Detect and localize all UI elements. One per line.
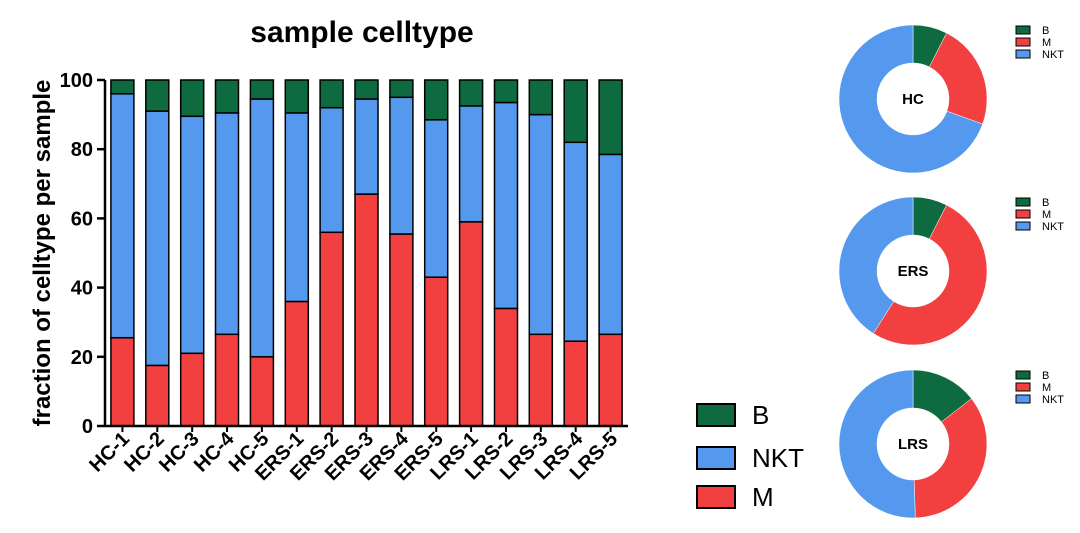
donut-legend-label-hc-b: B <box>1042 25 1049 37</box>
donut-legend-label-ers-b: B <box>1042 197 1049 209</box>
y-tick-label: 40 <box>71 278 93 300</box>
bar-segment-nkt-hc-3 <box>179 115 205 355</box>
y-tick-label: 100 <box>60 70 93 92</box>
legend-label-nkt: NKT <box>752 443 804 473</box>
donut-legend-swatch-hc-b <box>1015 25 1031 35</box>
bar-segment-b-lrs-1 <box>458 79 484 107</box>
bar-segment-nkt-lrs-2 <box>493 101 519 310</box>
bar-segment-m-ers-2 <box>319 231 344 427</box>
legend-swatch-m <box>696 485 736 509</box>
bar-segment-nkt-lrs-4 <box>563 141 588 342</box>
donut-legend-swatch-ers-b <box>1015 197 1031 207</box>
bar-segment-b-hc-2 <box>145 79 170 112</box>
legend-swatch-b <box>696 403 736 427</box>
x-tick-label: HC-3 <box>155 428 204 477</box>
donut-slice-ers-nkt <box>838 196 914 334</box>
donut-center-label-ers: ERS <box>898 263 929 280</box>
y-tick-label: 60 <box>71 208 93 230</box>
donut-legend-label-lrs-m: M <box>1042 382 1051 394</box>
donut-legend-swatch-hc-m <box>1015 37 1031 47</box>
bar-segment-m-hc-2 <box>145 364 170 427</box>
stacked-bar-chart: HC-1HC-2HC-3HC-4HC-5ERS-1ERS-2ERS-3ERS-4… <box>60 70 628 485</box>
bar-segment-m-hc-4 <box>214 333 240 427</box>
bar-segment-m-ers-1 <box>284 300 310 427</box>
donut-center-label-hc: HC <box>902 91 924 108</box>
bar-segment-m-hc-1 <box>110 337 135 427</box>
donut-legend-swatch-lrs-b <box>1015 370 1031 380</box>
donut-slice-ers-m <box>873 204 988 346</box>
y-tick-label: 20 <box>71 347 93 369</box>
bar-segment-b-lrs-4 <box>563 79 588 144</box>
donut-slice-hc-nkt <box>838 24 983 174</box>
bar-segment-b-lrs-2 <box>493 79 519 104</box>
bar-segment-m-hc-5 <box>249 356 275 427</box>
donut-legend-label-lrs-nkt: NKT <box>1042 394 1064 406</box>
y-tick-label: 0 <box>82 416 93 438</box>
donut-legend-label-lrs-b: B <box>1042 370 1049 382</box>
bar-segment-nkt-ers-2 <box>319 106 344 234</box>
bar-segment-m-ers-4 <box>389 233 414 427</box>
bar-segment-nkt-lrs-3 <box>528 113 554 336</box>
bar-segment-b-lrs-3 <box>528 79 554 116</box>
bar-segment-m-lrs-4 <box>563 340 588 427</box>
donut-legend-swatch-ers-nkt <box>1015 221 1031 231</box>
donut-legend-swatch-hc-nkt <box>1015 49 1031 59</box>
donut-legend-label-hc-nkt: NKT <box>1042 49 1064 61</box>
donut-center-label-lrs: LRS <box>898 436 928 453</box>
donut-legend-swatch-ers-m <box>1015 209 1031 219</box>
donut-slice-lrs-m <box>913 398 988 519</box>
bar-segment-b-hc-3 <box>179 79 205 118</box>
bar-segment-nkt-ers-4 <box>389 96 414 235</box>
bar-segment-b-ers-2 <box>319 79 344 109</box>
donut-legend-swatch-lrs-nkt <box>1015 394 1031 404</box>
legend-label-b: B <box>752 400 769 430</box>
bar-segment-b-lrs-5 <box>598 79 623 156</box>
bar-segment-nkt-ers-5 <box>423 119 449 278</box>
bar-legend: B NKT M <box>696 400 804 512</box>
chart-title: sample celltype <box>250 16 473 49</box>
bar-segment-nkt-hc-4 <box>214 112 240 336</box>
bar-segment-b-ers-5 <box>423 79 449 121</box>
bar-segment-m-hc-3 <box>179 352 205 427</box>
bar-segment-b-ers-3 <box>354 79 379 100</box>
bar-segment-m-lrs-2 <box>493 307 519 427</box>
bar-segment-b-ers-4 <box>389 79 414 99</box>
bar-segment-nkt-hc-2 <box>145 110 170 367</box>
bar-segment-b-ers-1 <box>284 79 310 114</box>
bar-segment-nkt-lrs-5 <box>598 153 623 336</box>
bar-segment-nkt-ers-3 <box>354 98 379 195</box>
bar-segment-nkt-lrs-1 <box>458 105 484 223</box>
donut-legend-label-hc-m: M <box>1042 37 1051 49</box>
bar-segment-m-lrs-1 <box>458 221 484 427</box>
bar-segment-m-ers-5 <box>423 276 449 427</box>
donut-legend-swatch-lrs-m <box>1015 382 1031 392</box>
bar-segment-nkt-hc-1 <box>110 93 135 339</box>
y-axis-label: fraction of celltype per sample <box>29 80 56 427</box>
legend-swatch-nkt <box>696 446 736 470</box>
donut-legend-label-ers-m: M <box>1042 209 1051 221</box>
donut-slice-lrs-nkt <box>838 369 916 519</box>
bar-segment-b-hc-1 <box>110 79 135 95</box>
bar-segment-b-hc-4 <box>214 79 240 114</box>
bar-segment-m-lrs-3 <box>528 333 554 427</box>
donut-legend-label-ers-nkt: NKT <box>1042 221 1064 233</box>
bar-segment-nkt-hc-5 <box>249 98 275 358</box>
x-tick-label: HC-2 <box>120 428 169 477</box>
bar-segment-m-ers-3 <box>354 193 379 427</box>
y-tick-label: 80 <box>71 139 93 161</box>
bar-segment-m-lrs-5 <box>598 333 623 427</box>
legend-label-m: M <box>752 482 774 512</box>
bar-segment-b-hc-5 <box>249 79 275 100</box>
bar-segment-nkt-ers-1 <box>284 112 310 303</box>
